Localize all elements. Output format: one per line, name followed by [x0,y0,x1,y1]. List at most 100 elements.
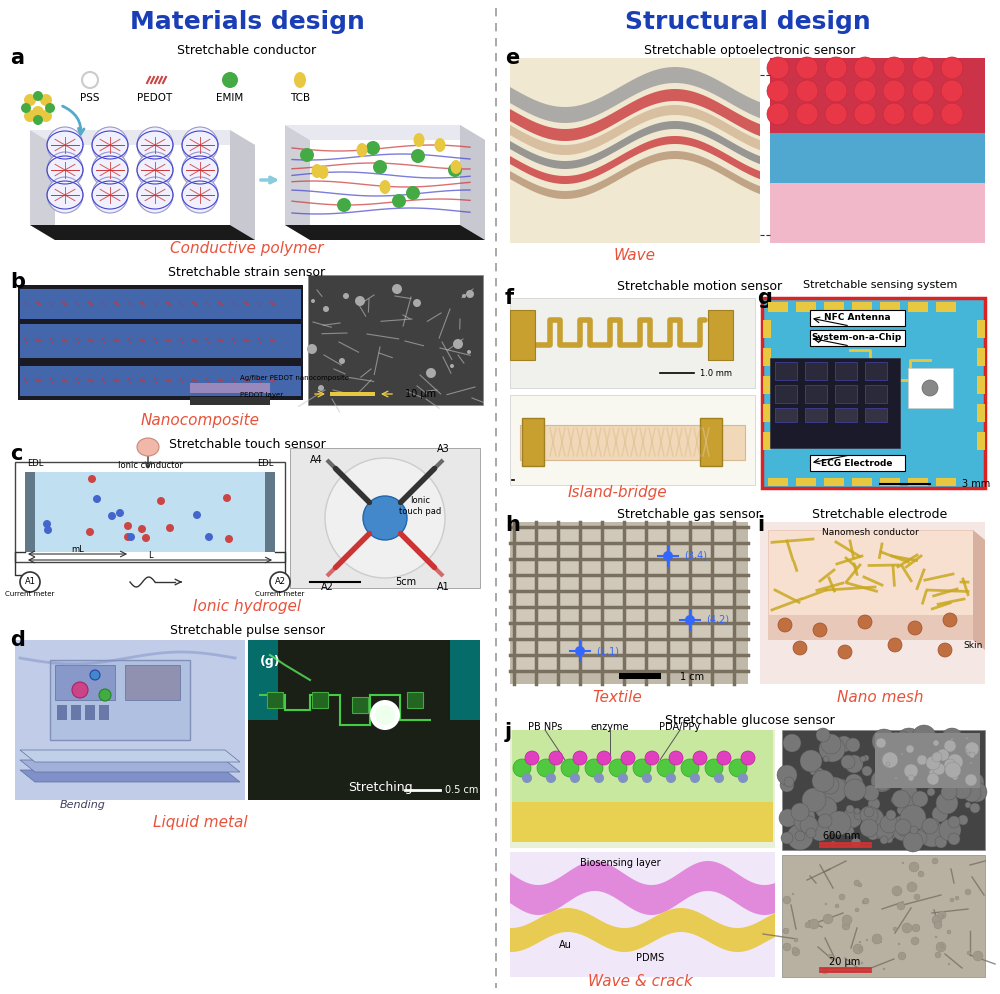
Circle shape [337,198,351,212]
Circle shape [142,534,150,542]
Circle shape [300,148,314,162]
Circle shape [906,745,914,753]
Text: PSS: PSS [80,93,100,103]
Bar [708,310,733,360]
Bar [515,576,536,591]
Circle shape [886,762,890,766]
Text: ∿: ∿ [22,377,28,386]
Circle shape [779,809,797,827]
Bar [559,528,580,543]
Circle shape [899,830,905,836]
Text: ∿: ∿ [22,299,28,308]
Polygon shape [30,130,55,240]
Text: a: a [10,48,24,68]
Polygon shape [30,225,255,240]
Circle shape [932,752,942,762]
Circle shape [86,528,94,536]
Circle shape [975,953,979,957]
Text: ∿: ∿ [126,337,132,346]
Circle shape [800,750,822,772]
Bar [865,385,887,403]
Circle shape [805,922,811,928]
Circle shape [44,526,52,534]
Circle shape [942,915,944,917]
Circle shape [225,535,233,543]
Circle shape [895,777,897,779]
Circle shape [846,738,860,752]
Text: Liquid metal: Liquid metal [153,814,247,830]
Circle shape [43,520,51,528]
Circle shape [965,742,979,756]
Text: ∿: ∿ [190,377,198,386]
Circle shape [908,775,914,781]
Bar [865,362,887,380]
Text: (g): (g) [260,655,281,668]
Bar [700,418,722,466]
Circle shape [796,57,818,79]
Circle shape [886,810,896,820]
Circle shape [375,705,395,725]
Circle shape [941,728,963,750]
Circle shape [791,805,815,829]
Circle shape [876,822,894,840]
Circle shape [693,751,707,765]
Bar [625,592,646,607]
Text: EDL: EDL [27,459,43,468]
Text: ∿: ∿ [256,377,262,386]
Bar [603,640,624,655]
Circle shape [124,522,132,530]
Bar [603,528,624,543]
Circle shape [841,755,855,769]
Bar [515,528,536,543]
Circle shape [392,194,406,208]
Polygon shape [285,125,485,140]
Bar [603,592,624,607]
Circle shape [92,127,128,163]
Bar [537,656,558,671]
Circle shape [633,759,651,777]
Circle shape [825,903,827,905]
Circle shape [970,803,980,813]
Text: ∿: ∿ [100,337,106,346]
Circle shape [880,836,888,844]
Circle shape [448,163,462,177]
Bar [308,275,483,405]
Circle shape [862,768,866,772]
Bar [625,576,646,591]
Text: PEDOT: PEDOT [137,93,173,103]
Bar [581,608,602,623]
Text: ∿: ∿ [48,377,54,386]
Text: Conductive polymer: Conductive polymer [170,241,324,255]
Circle shape [767,103,789,125]
Bar [625,560,646,575]
Text: ∿: ∿ [152,299,158,308]
Bar [352,697,368,713]
Text: A2: A2 [321,581,334,592]
Bar [691,656,712,671]
Circle shape [910,826,918,834]
Circle shape [767,57,789,79]
Text: ∿: ∿ [152,337,158,346]
Bar [515,560,536,575]
Text: NFC Antenna: NFC Antenna [824,313,890,322]
Circle shape [931,819,939,827]
Circle shape [958,815,968,825]
Text: Island-bridge: Island-bridge [567,485,667,501]
Circle shape [969,760,975,766]
Circle shape [825,57,847,79]
Text: A2: A2 [274,578,286,586]
Circle shape [891,815,917,841]
Circle shape [791,803,809,821]
Bar [20,324,301,358]
Circle shape [893,927,897,931]
Circle shape [642,773,652,783]
Text: A1: A1 [436,581,449,592]
Bar [581,640,602,655]
Circle shape [784,740,794,750]
Circle shape [844,826,854,836]
Circle shape [813,623,827,637]
Bar [669,624,690,639]
Circle shape [923,771,939,787]
Bar [50,660,190,740]
Circle shape [222,72,238,88]
